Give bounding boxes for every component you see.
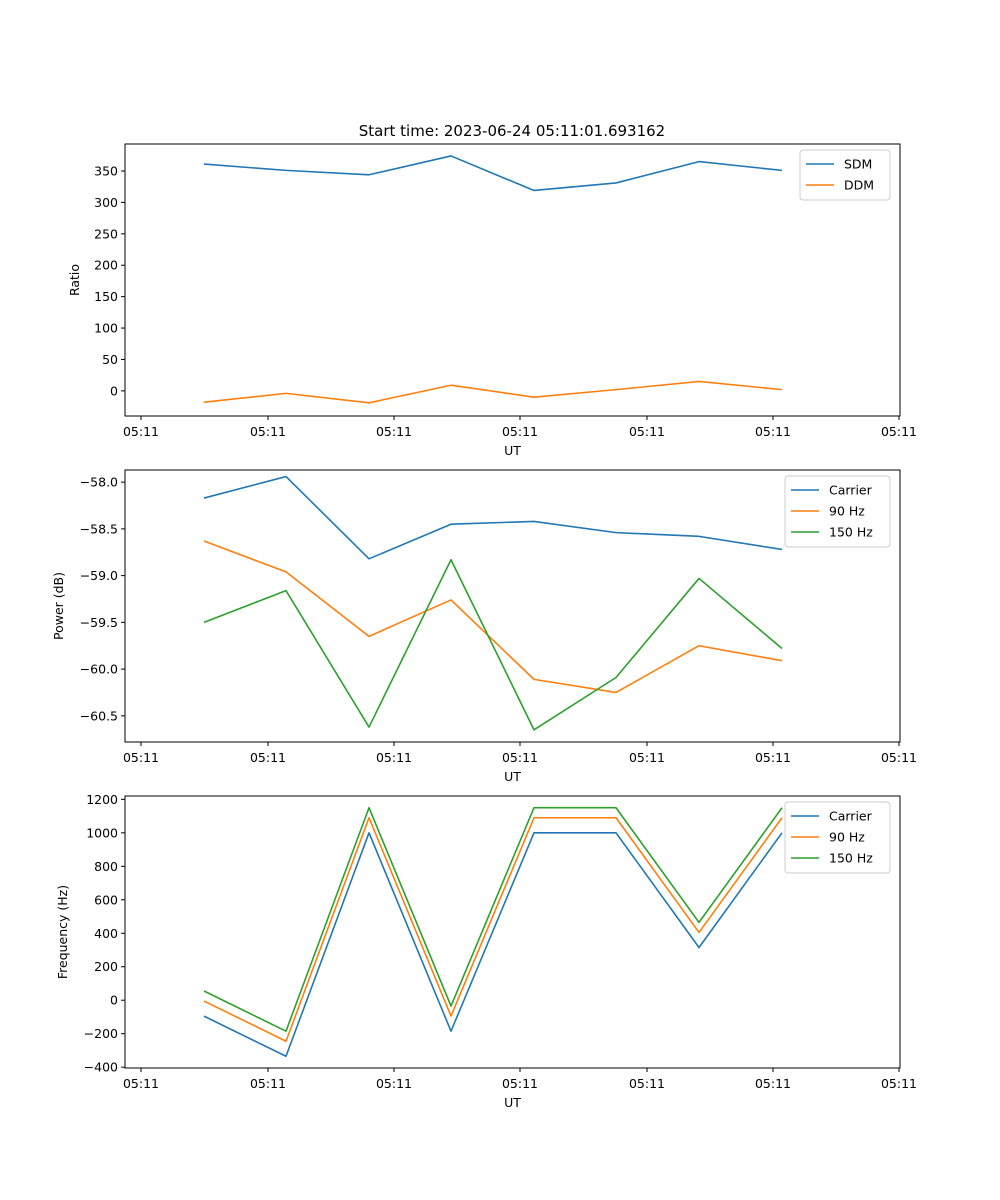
panel-2: 05:11 05:11 05:11 05:11 05:11 05:11 05:11 UT −58… <box>51 469 917 784</box>
x-axis-label: UT <box>504 769 521 784</box>
y-tick-label: 50 <box>102 352 118 367</box>
x-tick-label: 05:11 <box>755 424 791 439</box>
y-tick-label: 100 <box>94 321 118 336</box>
y-tick-label: 0 <box>110 383 118 398</box>
y-tick-label: 200 <box>94 258 118 273</box>
plot-frame <box>124 469 901 743</box>
x-axis-label: UT <box>504 1095 521 1110</box>
panel-3: 05:11 05:11 05:11 05:11 05:11 05:11 05:11 UT −40… <box>55 792 917 1110</box>
plot-frame <box>124 143 901 417</box>
panels: 05:11 05:11 05:11 05:11 05:11 05:11 05:11 UT 0 50… <box>51 143 917 1110</box>
series-line-90-hz <box>203 540 783 694</box>
y-tick-label: 1000 <box>86 825 118 840</box>
y-axis-label: Ratio <box>67 264 82 296</box>
x-tick-label: 05:11 <box>376 424 412 439</box>
y-tick-label: 350 <box>94 164 118 179</box>
series-line-ddm <box>203 380 783 404</box>
y-tick-label: −58.5 <box>80 521 118 536</box>
series-line-carrier <box>203 475 783 560</box>
legend-label: 90 Hz <box>829 830 865 845</box>
x-tick-label: 05:11 <box>376 1076 412 1091</box>
x-tick-label: 05:11 <box>881 1076 917 1091</box>
series-line-150-hz <box>203 806 783 1032</box>
x-tick-label: 05:11 <box>250 1076 286 1091</box>
series-line-carrier <box>203 832 783 1058</box>
y-tick-label: −59.0 <box>80 568 118 583</box>
y-tick-label: 800 <box>94 859 118 874</box>
y-tick-label: 200 <box>94 959 118 974</box>
y-tick-label: 0 <box>110 993 118 1008</box>
x-axis-label: UT <box>504 443 521 458</box>
x-tick-label: 05:11 <box>123 750 159 765</box>
x-tick-label: 05:11 <box>629 750 665 765</box>
y-axis-label: Frequency (Hz) <box>55 885 70 979</box>
y-tick-label: 250 <box>94 226 118 241</box>
y-tick-label: −200 <box>84 1026 118 1041</box>
y-axis-label: Power (dB) <box>51 572 66 640</box>
y-tick-label: 600 <box>94 892 118 907</box>
x-tick-label: 05:11 <box>502 750 538 765</box>
legend-label: 150 Hz <box>829 525 873 540</box>
x-tick-label: 05:11 <box>250 750 286 765</box>
chart-title: Start time: 2023-06-24 05:11:01.693162 <box>359 122 665 140</box>
legend-label: DDM <box>844 178 874 193</box>
y-tick-label: −60.0 <box>80 662 118 677</box>
x-tick-label: 05:11 <box>755 750 791 765</box>
legend: Carrier 90 Hz 150 Hz <box>784 475 891 548</box>
x-tick-label: 05:11 <box>376 750 412 765</box>
x-tick-label: 05:11 <box>629 1076 665 1091</box>
y-tick-label: −400 <box>84 1060 118 1075</box>
x-tick-label: 05:11 <box>629 424 665 439</box>
legend-label: Carrier <box>829 809 873 824</box>
series-line-150-hz <box>203 558 783 731</box>
x-tick-label: 05:11 <box>881 750 917 765</box>
x-tick-label: 05:11 <box>502 424 538 439</box>
y-tick-label: 300 <box>94 195 118 210</box>
series-line-90-hz <box>203 816 783 1043</box>
plot-frame <box>124 795 901 1069</box>
legend: SDM DDM <box>799 149 891 201</box>
y-tick-label: −58.0 <box>80 475 118 490</box>
y-tick-label: 150 <box>94 289 118 304</box>
series-line-sdm <box>203 155 783 192</box>
legend-label: Carrier <box>829 483 873 498</box>
y-tick-label: 400 <box>94 926 118 941</box>
legend-label: 90 Hz <box>829 504 865 519</box>
x-tick-label: 05:11 <box>502 1076 538 1091</box>
legend-box <box>784 475 891 548</box>
legend-box <box>799 149 891 201</box>
legend-box <box>784 801 891 874</box>
x-tick-label: 05:11 <box>123 424 159 439</box>
y-tick-label: −59.5 <box>80 615 118 630</box>
legend-label: 150 Hz <box>829 851 873 866</box>
x-tick-label: 05:11 <box>250 424 286 439</box>
legend-label: SDM <box>844 157 872 172</box>
panel-1: 05:11 05:11 05:11 05:11 05:11 05:11 05:11 UT 0 50… <box>67 143 917 458</box>
y-tick-label: 1200 <box>86 792 118 807</box>
x-tick-label: 05:11 <box>881 424 917 439</box>
x-tick-label: 05:11 <box>123 1076 159 1091</box>
y-tick-label: −60.5 <box>80 708 118 723</box>
x-tick-label: 05:11 <box>755 1076 791 1091</box>
legend: Carrier 90 Hz 150 Hz <box>784 801 891 874</box>
